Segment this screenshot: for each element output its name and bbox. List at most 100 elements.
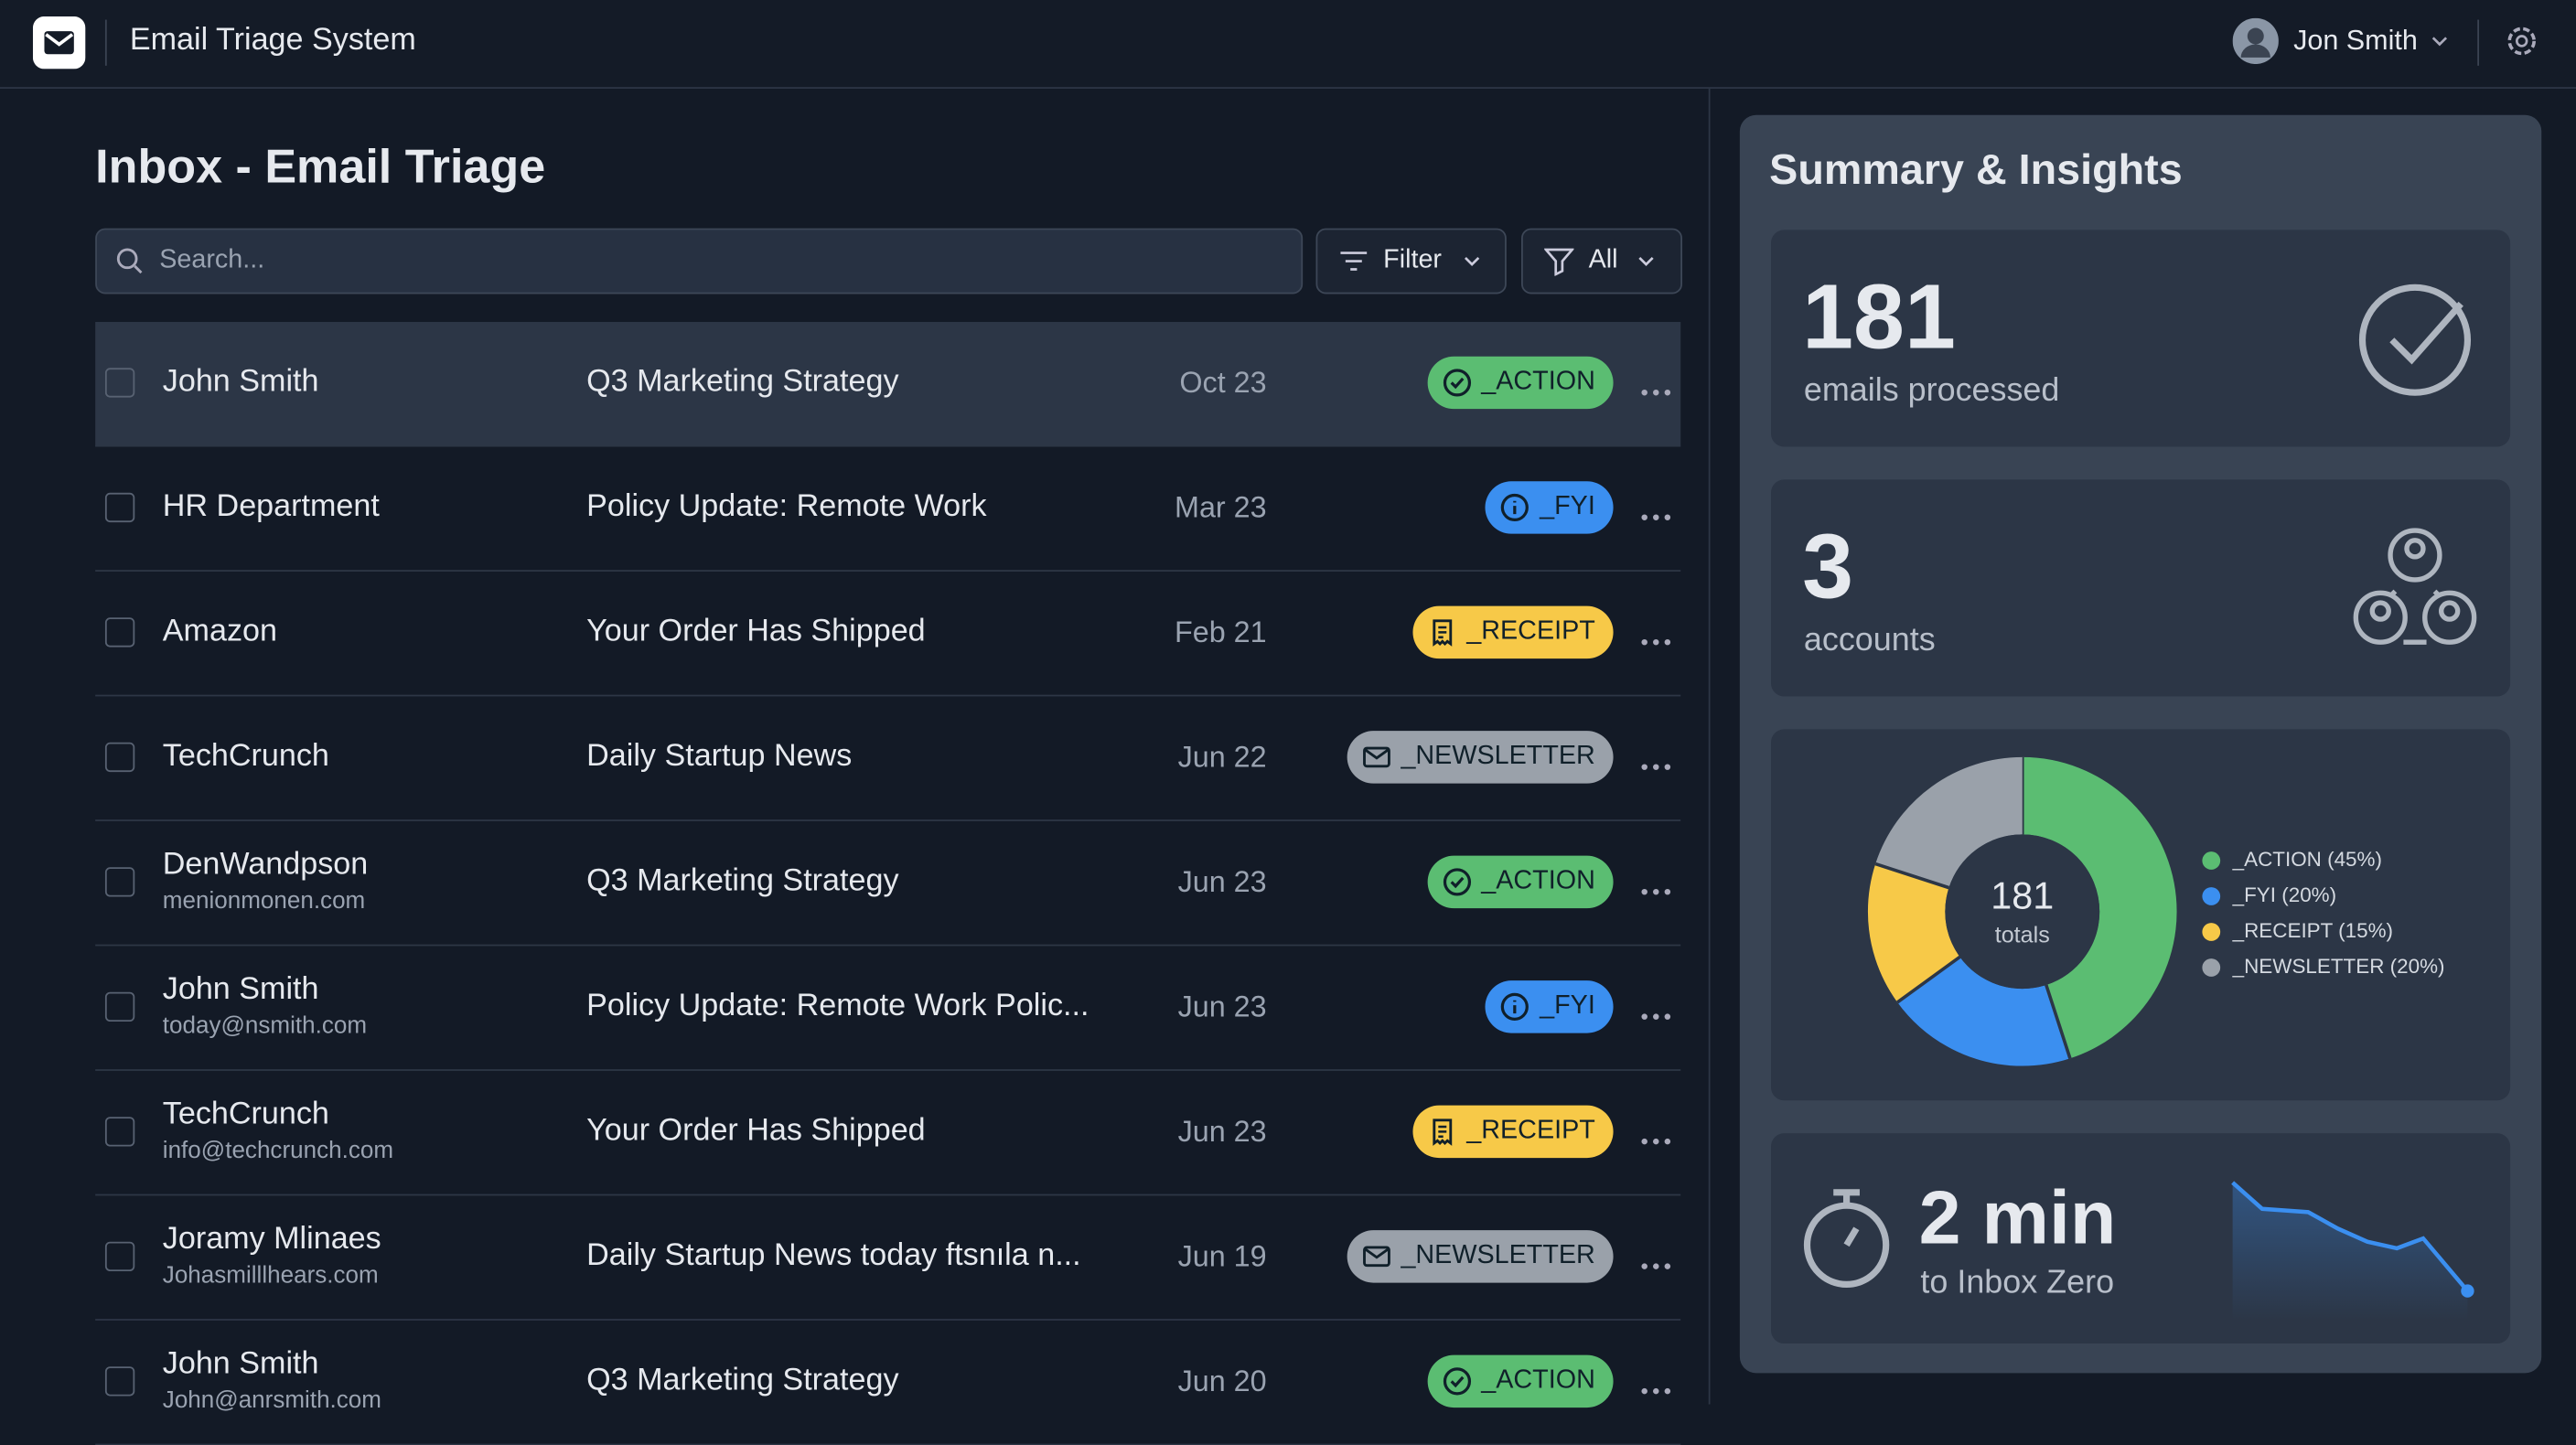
tag-icon xyxy=(1501,493,1530,522)
segment-gap xyxy=(2045,984,2072,1059)
search-box[interactable] xyxy=(95,228,1304,294)
donut-center-value: 181 xyxy=(1991,874,2054,916)
accounts-value: 3 xyxy=(1802,514,1854,618)
subject: Policy Update: Remote Work Polic... xyxy=(586,989,1089,1023)
tag-label: _ACTION xyxy=(1481,867,1595,895)
checkbox[interactable] xyxy=(104,368,135,398)
tag-icon xyxy=(1443,1367,1471,1396)
subject: Q3 Marketing Strategy xyxy=(586,364,899,400)
accounts-card xyxy=(1770,479,2511,697)
settings-icon[interactable] xyxy=(2504,23,2540,59)
more-menu[interactable] xyxy=(1639,1001,1672,1020)
chevron xyxy=(1464,257,1480,267)
sender-email: menionmonen.com xyxy=(162,888,366,915)
segment-gap xyxy=(1896,955,1961,1004)
summary-title: Summary & Insights xyxy=(1769,144,2183,194)
more-menu[interactable] xyxy=(1639,1250,1672,1269)
tag-label: _RECEIPT xyxy=(1466,617,1595,646)
check-icon xyxy=(2358,284,2472,396)
more-menu[interactable] xyxy=(1639,751,1672,770)
subject: Policy Update: Remote Work xyxy=(586,489,987,524)
date: Feb 21 xyxy=(1174,615,1267,649)
sender-email: info@techcrunch.com xyxy=(162,1138,394,1165)
tag[interactable]: _NEWSLETTER xyxy=(1347,731,1614,784)
divider xyxy=(2477,19,2480,66)
more-menu[interactable] xyxy=(1639,376,1672,396)
checkbox[interactable] xyxy=(104,1366,135,1397)
legend-label: _ACTION (45%) xyxy=(2232,848,2382,871)
logo xyxy=(32,16,86,70)
tag-icon xyxy=(1362,1246,1390,1268)
date: Jun 23 xyxy=(1177,865,1267,899)
all-button[interactable] xyxy=(1521,228,1683,294)
processed-value: 181 xyxy=(1802,264,1956,369)
sender: HR Department xyxy=(162,489,380,524)
tag[interactable]: _ACTION xyxy=(1427,356,1614,410)
date: Oct 23 xyxy=(1179,366,1267,400)
funnel-icon xyxy=(1544,248,1574,276)
inbox-zero-label: to Inbox Zero xyxy=(1920,1264,2115,1301)
email-row[interactable] xyxy=(95,572,1681,697)
email-row[interactable] xyxy=(95,696,1681,821)
legend-swatch xyxy=(2202,923,2221,941)
tag[interactable]: _NEWSLETTER xyxy=(1347,1230,1614,1283)
divider xyxy=(1708,88,1711,1405)
filter-label: Filter xyxy=(1383,246,1443,274)
date: Jun 22 xyxy=(1177,740,1267,774)
subject: Q3 Marketing Strategy xyxy=(586,863,899,899)
legend-label: _FYI (20%) xyxy=(2232,883,2336,906)
avatar[interactable] xyxy=(2232,17,2279,65)
email-row[interactable] xyxy=(95,446,1681,572)
app-title: Email Triage System xyxy=(129,23,416,58)
tag[interactable]: _FYI xyxy=(1485,481,1614,534)
inbox-title: Inbox - Email Triage xyxy=(95,141,546,194)
trend-sparkline xyxy=(2231,1181,2474,1321)
tag[interactable]: _ACTION xyxy=(1427,855,1614,909)
tag[interactable]: _RECEIPT xyxy=(1412,1105,1614,1159)
date: Jun 23 xyxy=(1177,990,1267,1023)
tag-label: _FYI xyxy=(1540,492,1595,521)
legend-swatch xyxy=(2202,851,2221,870)
chevron xyxy=(1638,257,1654,267)
checkbox[interactable] xyxy=(104,492,135,523)
sender: Joramy Mlinaes xyxy=(162,1222,381,1257)
tag[interactable]: _FYI xyxy=(1485,980,1614,1033)
checkbox[interactable] xyxy=(104,991,135,1022)
more-menu[interactable] xyxy=(1639,875,1672,895)
date: Mar 23 xyxy=(1175,490,1267,524)
tag-label: _RECEIPT xyxy=(1466,1117,1595,1145)
subject: Q3 Marketing Strategy xyxy=(586,1363,899,1398)
processed-label: emails processed xyxy=(1803,372,2060,410)
tag[interactable]: _RECEIPT xyxy=(1412,605,1614,659)
checkbox[interactable] xyxy=(104,742,135,773)
checkbox[interactable] xyxy=(104,617,135,648)
more-menu[interactable] xyxy=(1639,501,1672,520)
sender-email: John@anrsmith.com xyxy=(162,1387,381,1415)
more-menu[interactable] xyxy=(1639,626,1672,646)
sender-email: Johasmilllhears.com xyxy=(162,1263,379,1290)
checkbox[interactable] xyxy=(104,867,135,897)
more-menu[interactable] xyxy=(1639,1375,1672,1395)
email-row[interactable] xyxy=(95,1071,1681,1196)
search-icon xyxy=(116,248,143,274)
email-row[interactable] xyxy=(95,1195,1681,1321)
checkbox[interactable] xyxy=(104,1241,135,1272)
tag[interactable]: _ACTION xyxy=(1427,1354,1614,1408)
inbox-zero-value: 2 min xyxy=(1918,1174,2117,1260)
user-name[interactable]: Jon Smith xyxy=(2293,24,2418,57)
email-row[interactable] xyxy=(95,946,1681,1071)
tag-icon xyxy=(1443,369,1471,397)
subject: Your Order Has Shipped xyxy=(586,614,926,649)
tag-icon xyxy=(1443,868,1471,896)
email-row[interactable] xyxy=(95,321,1681,447)
checkbox[interactable] xyxy=(104,1117,135,1147)
app: Email Triage System Jon Smith Inbox - Em… xyxy=(0,16,2576,1445)
tag-label: _NEWSLETTER xyxy=(1401,1241,1595,1270)
tag-label: _ACTION xyxy=(1481,368,1595,396)
sender: TechCrunch xyxy=(162,739,329,774)
subject: Daily Startup News today ftsnıla n... xyxy=(586,1238,1081,1273)
more-menu[interactable] xyxy=(1639,1125,1672,1145)
email-row[interactable] xyxy=(95,821,1681,947)
subject: Your Order Has Shipped xyxy=(586,1113,926,1149)
chevron[interactable] xyxy=(2430,31,2450,51)
